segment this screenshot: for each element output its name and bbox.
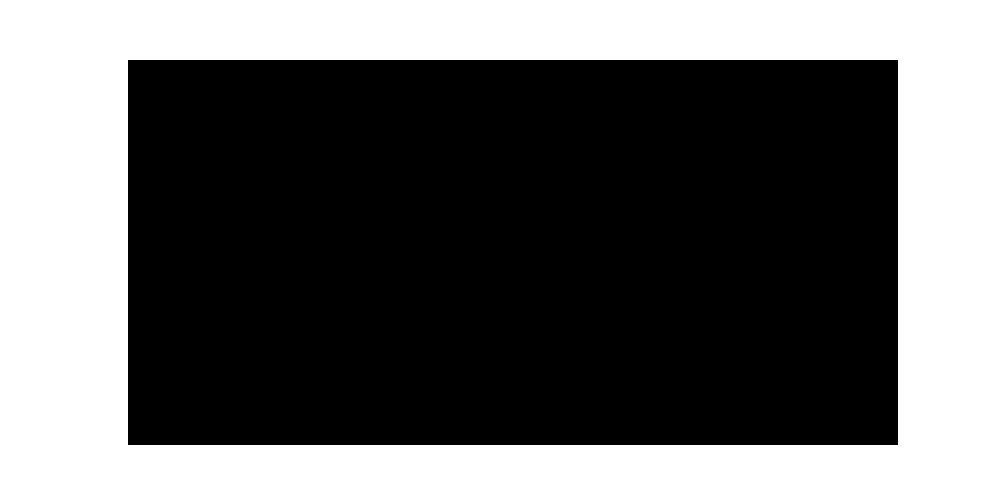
word-cloud <box>128 60 898 445</box>
word-cloud-canvas <box>128 60 898 445</box>
